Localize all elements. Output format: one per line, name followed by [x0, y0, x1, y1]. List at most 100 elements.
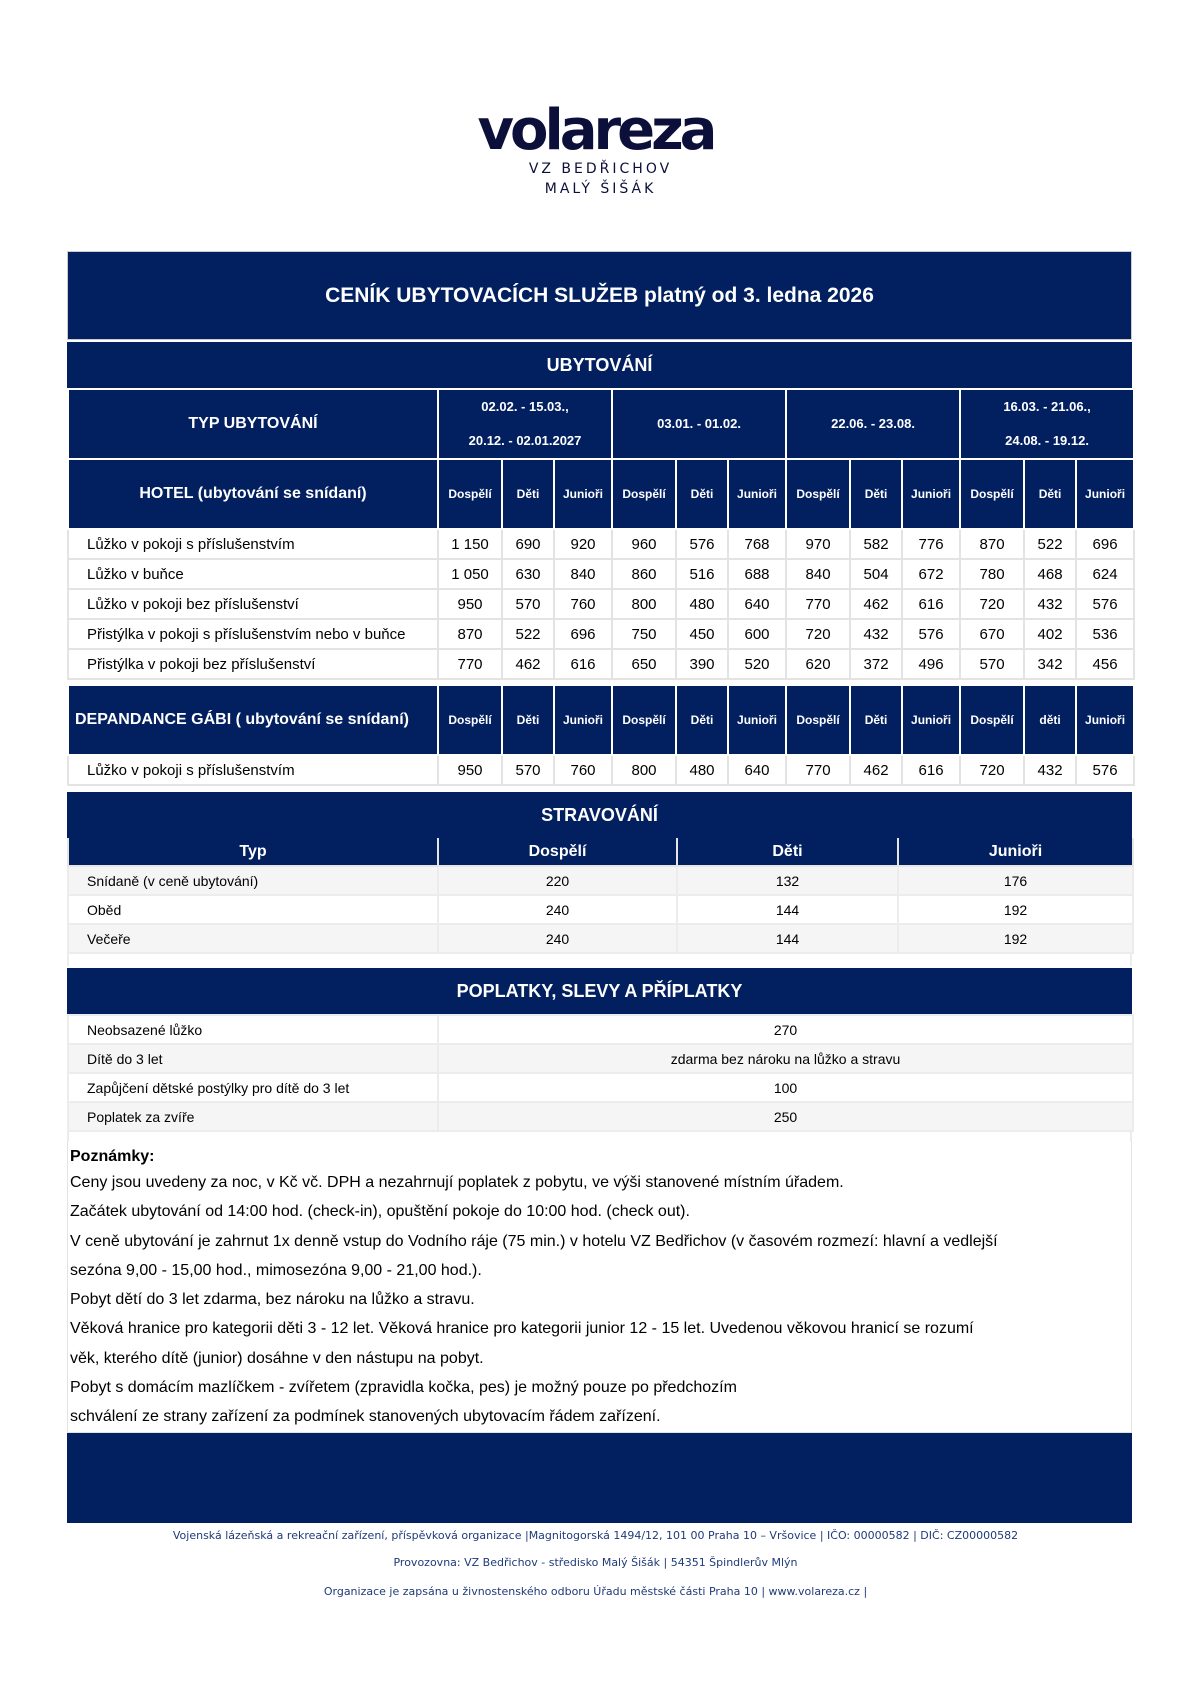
- column-header: Dospělí: [437, 684, 503, 756]
- footer-line-3: Organizace je zapsána u živnostenského o…: [323, 1585, 868, 1598]
- price-cell: 144: [676, 894, 899, 925]
- price-cell: 640: [727, 588, 788, 620]
- column-header: Děti: [676, 838, 899, 867]
- period-header: 22.06. - 23.08.: [785, 388, 962, 460]
- price-cell: 920: [552, 528, 614, 560]
- row-label: Snídaně (v ceně ubytování): [67, 865, 439, 896]
- table-row: Neobsazené lůžko 270: [67, 1014, 1134, 1045]
- column-header: Děti: [675, 684, 730, 756]
- price-cell: 770: [785, 588, 852, 620]
- column-header: Junioři: [1075, 458, 1136, 530]
- column-header: Junioři: [552, 684, 614, 756]
- row-label: Lůžko v pokoji s příslušenstvím: [67, 754, 439, 786]
- spacer: [67, 954, 1132, 966]
- price-cell: 402: [1023, 618, 1078, 650]
- period-header: 02.02. - 15.03., 20.12. - 02.01.2027: [436, 388, 614, 460]
- column-header: Dospělí: [437, 838, 678, 867]
- price-cell: 576: [675, 528, 730, 560]
- price-cell: 576: [1075, 754, 1136, 786]
- page-title: CENÍK UBYTOVACÍCH SLUŽEB platný od 3. le…: [67, 251, 1132, 340]
- note-line: Ceny jsou uvedeny za noc, v Kč vč. DPH a…: [70, 1174, 844, 1191]
- accommodation-table: TYP UBYTOVÁNÍ 02.02. - 15.03., 20.12. - 02…: [67, 388, 1136, 786]
- price-cell: 432: [1023, 588, 1078, 620]
- logo-subtitle-2: MALÝ ŠIŠÁK: [544, 181, 657, 197]
- note-line: věk, kterého dítě (junior) dosáhne v den…: [70, 1349, 484, 1367]
- price-cell: 870: [959, 528, 1026, 560]
- price-cell: 672: [901, 558, 962, 590]
- price-cell: 840: [785, 558, 852, 590]
- price-cell: 432: [849, 618, 904, 650]
- spacer: [67, 1132, 1132, 1142]
- notes: Poznámky: Ceny jsou uvedeny za noc, v Kč…: [67, 1142, 1132, 1433]
- fee-value: zdarma bez nároku na lůžko a stravu: [437, 1043, 1134, 1074]
- dependance-header: DEPANDANCE GÁBI ( ubytování se snídaní): [67, 684, 439, 756]
- column-header: Děti: [1023, 458, 1078, 530]
- note-line: schválení ze strany zařízení za podmínek…: [70, 1408, 661, 1426]
- table-row: Večeře 240 144 192: [67, 923, 1134, 954]
- table-row: Poplatek za zvíře 250: [67, 1101, 1134, 1132]
- period-line-1: 16.03. - 21.06.,: [1003, 399, 1091, 414]
- column-header: Děti: [501, 684, 555, 756]
- row-label: Zapůjčení dětské postýlky pro dítě do 3 …: [67, 1072, 439, 1103]
- section-ubytovani-heading: UBYTOVÁNÍ: [67, 342, 1132, 388]
- row-label: Lůžko v buňce: [67, 558, 439, 590]
- section-stravovani-heading: STRAVOVÁNÍ: [67, 792, 1132, 838]
- price-cell: 640: [727, 754, 788, 786]
- hotel-header: HOTEL (ubytování se snídaní): [67, 458, 439, 530]
- price-cell: 950: [437, 588, 503, 620]
- price-cell: 570: [959, 648, 1026, 680]
- row-label: Večeře: [67, 923, 439, 954]
- note-line: Pobyt s domácím mazlíčkem - zvířetem (zp…: [70, 1379, 737, 1397]
- fee-value: 100: [437, 1072, 1134, 1103]
- column-header: Junioři: [901, 684, 962, 756]
- price-cell: 576: [1075, 588, 1136, 620]
- table-row: Přistýlka v pokoji bez příslušenství 770 4…: [67, 648, 1136, 680]
- price-cell: 760: [552, 588, 614, 620]
- table-row: Lůžko v buňce 1 050 630 840 860 516 688 840 504 6…: [67, 558, 1136, 590]
- price-cell: 240: [437, 894, 678, 925]
- price-cell: 760: [552, 754, 614, 786]
- period-header: 03.01. - 01.02.: [611, 388, 788, 460]
- period-line-1: 02.02. - 15.03.,: [481, 399, 569, 414]
- column-header: Junioři: [901, 458, 962, 530]
- price-cell: 220: [437, 865, 678, 896]
- price-cell: 450: [675, 618, 730, 650]
- price-cell: 520: [727, 648, 788, 680]
- table-row: Dítě do 3 let zdarma bez nároku na lůžko …: [67, 1043, 1134, 1074]
- price-cell: 840: [552, 558, 614, 590]
- price-cell: 620: [785, 648, 852, 680]
- note-line: V ceně ubytování je zahrnut 1x denně vst…: [70, 1232, 998, 1250]
- column-header: Děti: [849, 684, 904, 756]
- row-label: Lůžko v pokoji bez příslušenství: [67, 588, 439, 620]
- price-cell: 504: [849, 558, 904, 590]
- meals-table: Typ Dospělí Děti Junioři Snídaně (v ceně uby…: [67, 838, 1134, 954]
- footer-line-1: Vojenská lázeňská a rekreační zařízení, …: [172, 1529, 1019, 1542]
- price-cell: 1 050: [437, 558, 503, 590]
- price-cell: 768: [727, 528, 788, 560]
- period-line-2: 24.08. - 19.12.: [1005, 433, 1089, 448]
- period-header-row: TYP UBYTOVÁNÍ 02.02. - 15.03., 20.12. - 02…: [67, 388, 1136, 460]
- price-cell: 720: [959, 754, 1026, 786]
- meals-header-row: Typ Dospělí Děti Junioři: [67, 838, 1134, 867]
- price-cell: 800: [611, 754, 678, 786]
- price-cell: 480: [675, 754, 730, 786]
- price-cell: 670: [959, 618, 1026, 650]
- row-label: Neobsazené lůžko: [67, 1014, 439, 1045]
- column-header: Dospělí: [785, 458, 852, 530]
- price-cell: 770: [785, 754, 852, 786]
- price-cell: 630: [501, 558, 555, 590]
- price-cell: 342: [1023, 648, 1078, 680]
- price-cell: 600: [727, 618, 788, 650]
- table-row: Zapůjčení dětské postýlky pro dítě do 3 …: [67, 1072, 1134, 1103]
- price-cell: 240: [437, 923, 678, 954]
- table-row: Přistýlka v pokoji s příslušenstvím nebo…: [67, 618, 1136, 650]
- price-cell: 616: [552, 648, 614, 680]
- price-cell: 720: [785, 618, 852, 650]
- price-cell: 516: [675, 558, 730, 590]
- price-cell: 860: [611, 558, 678, 590]
- column-header: Dospělí: [611, 684, 678, 756]
- note-line: Pobyt dětí do 3 let zdarma, bez nároku n…: [70, 1291, 475, 1309]
- price-cell: 776: [901, 528, 962, 560]
- price-cell: 970: [785, 528, 852, 560]
- note-line: Začátek ubytování od 14:00 hod. (check-i…: [70, 1203, 690, 1221]
